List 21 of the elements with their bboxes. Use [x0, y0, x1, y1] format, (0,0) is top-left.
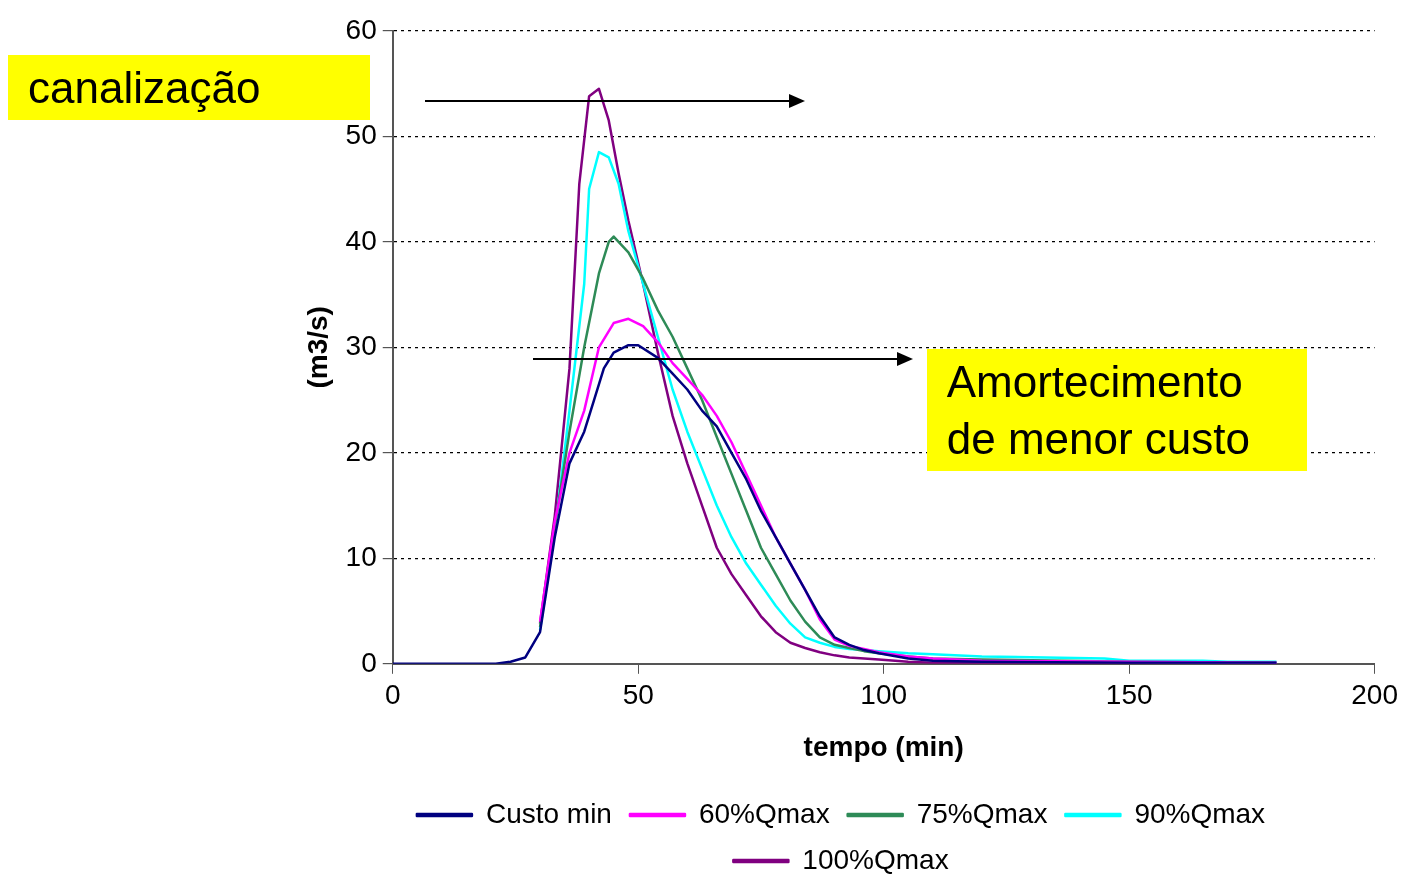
y-tick-label: 50 — [345, 119, 377, 151]
y-tick-label: 0 — [361, 646, 377, 678]
legend-label: 60%Qmax — [698, 797, 830, 829]
y-tick-label: 10 — [345, 541, 377, 573]
y-tick-label: 30 — [345, 330, 377, 362]
x-tick-label: 150 — [1105, 679, 1153, 711]
legend-label: 100%Qmax — [802, 843, 949, 875]
x-tick-label: 0 — [384, 679, 401, 711]
legend-label: 90%Qmax — [1134, 797, 1266, 829]
x-tick-label: 200 — [1351, 679, 1398, 711]
text: canalização — [8, 54, 370, 120]
x-tick-label: 50 — [622, 679, 654, 711]
x-axis-title: tempo (min) — [803, 730, 964, 762]
x-tick-label: 100 — [860, 679, 908, 711]
y-tick-label: 20 — [345, 435, 377, 467]
y-tick-label: 60 — [345, 13, 377, 45]
y-axis-title: (m3/s) — [301, 306, 333, 389]
y-tick-label: 40 — [345, 224, 377, 256]
legend-label: 75%Qmax — [916, 797, 1048, 829]
legend-label: Custo min — [485, 797, 612, 829]
annotation: Amortecimento de menor custo — [926, 348, 1307, 472]
